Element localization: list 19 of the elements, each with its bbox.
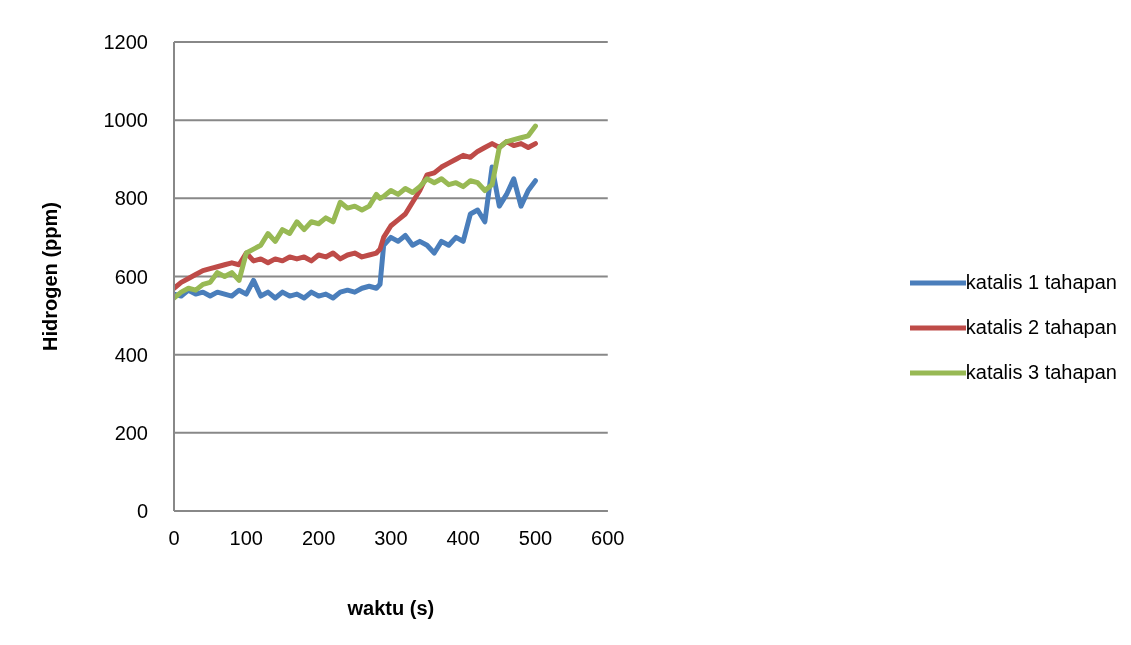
legend-label: katalis 2 tahapan — [965, 316, 1117, 339]
y-tick-label: 0 — [136, 500, 148, 523]
y-tick-label: 800 — [114, 187, 148, 210]
y-tick-label: 1000 — [103, 109, 148, 132]
y-tick-label: 1200 — [103, 31, 148, 54]
x-tick-label: 200 — [301, 527, 336, 550]
y-axis-title: Hidrogen (ppm) — [39, 202, 62, 351]
x-tick-label: 500 — [518, 527, 553, 550]
x-tick-label: 400 — [446, 527, 480, 550]
legend-label: katalis 1 tahapan — [965, 271, 1117, 294]
x-tick-label: 300 — [374, 527, 408, 550]
x-tick-label: 0 — [168, 527, 180, 550]
legend-label: katalis 3 tahapan — [965, 361, 1117, 384]
x-tick-label: 100 — [229, 527, 263, 550]
y-tick-label: 600 — [114, 265, 148, 288]
y-tick-label: 200 — [114, 421, 148, 444]
x-axis-title: waktu (s) — [346, 597, 435, 619]
y-tick-label: 400 — [114, 343, 148, 366]
x-tick-label: 600 — [591, 527, 625, 550]
